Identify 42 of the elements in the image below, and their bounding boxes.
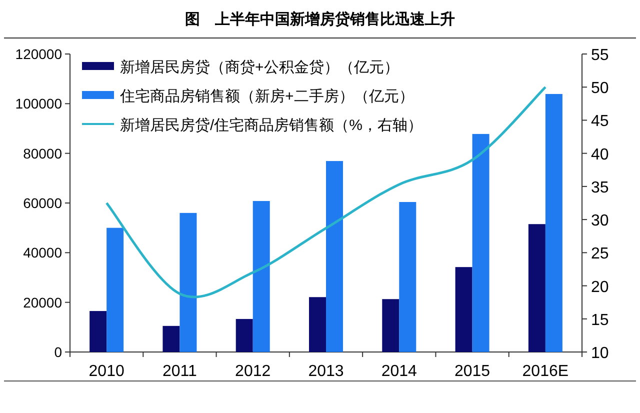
x-tick-label: 2012 bbox=[235, 363, 271, 380]
y2-tick-label: 50 bbox=[591, 80, 609, 98]
bar bbox=[326, 161, 343, 352]
bar bbox=[252, 201, 270, 352]
legend-label: 新增居民房贷（商贷+公积金贷）（亿元） bbox=[120, 59, 399, 76]
y2-tick-label: 45 bbox=[591, 113, 609, 130]
x-tick-label: 2013 bbox=[308, 363, 344, 380]
y-tick-label: 20000 bbox=[23, 294, 62, 310]
x-tick-label: 2014 bbox=[381, 363, 418, 380]
y-tick-label: 40000 bbox=[23, 244, 62, 261]
bar bbox=[309, 297, 326, 352]
legend-label: 新增居民房贷/住宅商品房销售额（%，右轴） bbox=[120, 117, 423, 134]
y2-tick-label: 40 bbox=[591, 146, 609, 164]
bar bbox=[90, 311, 107, 352]
y-tick-label: 80000 bbox=[23, 145, 62, 162]
x-tick-label: 2015 bbox=[454, 363, 490, 380]
y2-tick-label: 20 bbox=[591, 278, 609, 296]
y2-tick-label: 10 bbox=[591, 345, 609, 362]
x-tick-label: 2011 bbox=[162, 363, 198, 380]
legend-label: 住宅商品房销售额（新房+二手房）（亿元） bbox=[119, 88, 414, 105]
bar bbox=[455, 267, 472, 352]
bar bbox=[236, 318, 253, 352]
x-tick-label: 2010 bbox=[88, 363, 124, 380]
bar bbox=[382, 299, 400, 352]
y2-tick-label: 25 bbox=[591, 246, 609, 263]
bar bbox=[472, 134, 490, 352]
bar bbox=[399, 202, 416, 352]
y2-tick-label: 35 bbox=[591, 179, 609, 196]
chart-title: 图 上半年中国新增房贷销售比迅速上升 bbox=[185, 10, 455, 28]
bar bbox=[162, 326, 180, 352]
x-tick-label: 2016E bbox=[522, 363, 569, 380]
y-tick-label: 0 bbox=[54, 344, 62, 360]
y2-tick-label: 55 bbox=[591, 47, 609, 64]
y-tick-label: 60000 bbox=[23, 195, 62, 211]
bar bbox=[180, 212, 197, 352]
bar bbox=[106, 228, 124, 352]
y2-tick-label: 15 bbox=[591, 312, 609, 329]
y2-tick-label: 30 bbox=[591, 212, 609, 230]
y-tick-label: 100000 bbox=[15, 96, 62, 112]
bar bbox=[545, 94, 562, 352]
bar bbox=[528, 224, 546, 352]
y-tick-label: 120000 bbox=[15, 46, 62, 62]
